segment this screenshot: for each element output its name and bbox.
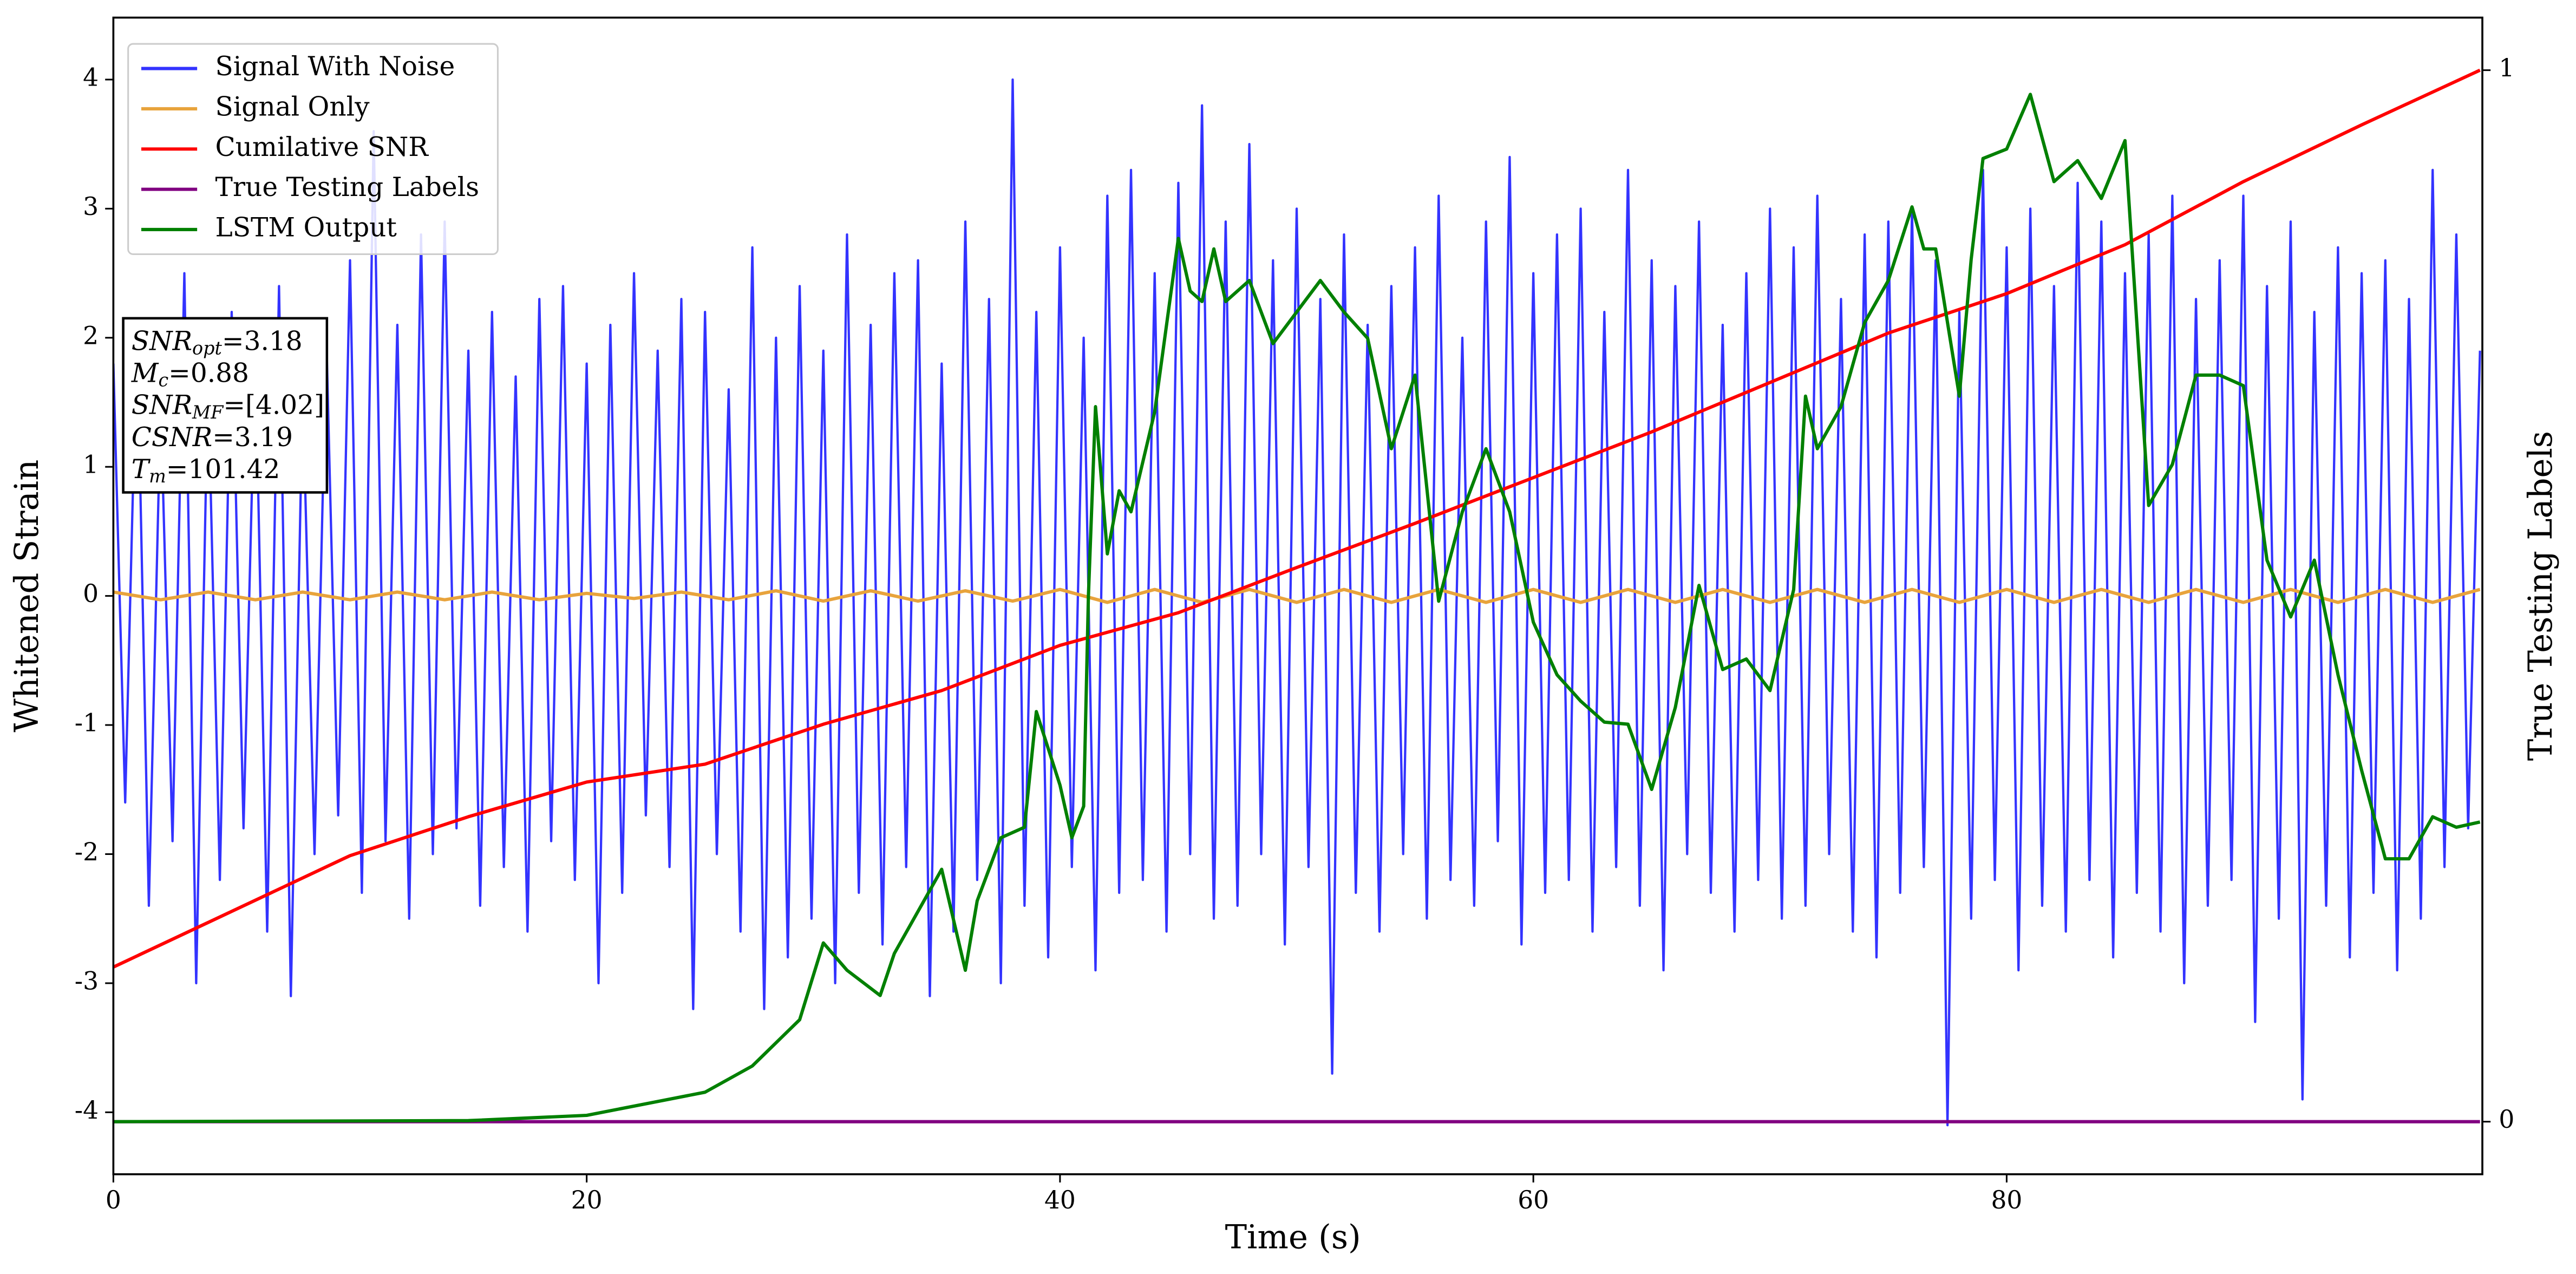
y-tick-label: -4 xyxy=(75,1096,99,1125)
series-line xyxy=(113,78,2481,1127)
x-tick-label: 80 xyxy=(1991,1186,2022,1214)
annotation-line: SNRopt=3.18 xyxy=(132,326,303,359)
x-tick-label: 60 xyxy=(1518,1186,1549,1214)
x-tick-label: 40 xyxy=(1044,1186,1076,1214)
y-axis-label: Whitened Strain xyxy=(8,460,46,733)
series-line xyxy=(113,587,2481,604)
legend-label: Signal With Noise xyxy=(215,51,455,82)
annotation-sub: MF xyxy=(192,402,224,423)
legend-box xyxy=(127,43,499,255)
y-tick-label: -3 xyxy=(75,966,99,995)
annotation-sub: m xyxy=(149,466,166,487)
annotation-rest: =0.88 xyxy=(168,358,249,388)
annotation-box xyxy=(122,317,329,494)
annotation-name: SNR xyxy=(132,326,192,356)
x-tick-label: 0 xyxy=(106,1186,121,1214)
series-line xyxy=(113,93,2481,1123)
y-tick-label: 3 xyxy=(83,192,99,221)
annotation-name: CSNR xyxy=(132,422,212,452)
x-axis-label: Time (s) xyxy=(1225,1219,1361,1257)
legend-label: LSTM Output xyxy=(215,212,397,243)
annotation-sub: opt xyxy=(192,337,222,358)
y-tick-label: 1 xyxy=(83,450,99,479)
y-tick-label: -1 xyxy=(75,709,99,737)
annotation-line: SNRMF=[4.02] xyxy=(132,390,324,423)
annotation-line: Tm=101.42 xyxy=(132,454,280,487)
y2-axis-label: True Testing Labels xyxy=(2522,431,2560,761)
annotation-name: M xyxy=(131,358,159,388)
legend-label: Cumilative SNR xyxy=(215,132,429,162)
series-line xyxy=(113,68,2481,969)
y2-tick-label: 1 xyxy=(2499,54,2514,82)
y-tick-label: 2 xyxy=(83,321,99,350)
x-tick-label: 20 xyxy=(571,1186,603,1214)
annotation-rest: =3.18 xyxy=(222,326,303,356)
legend-label: Signal Only xyxy=(215,92,370,122)
annotation-name: SNR xyxy=(132,390,192,420)
legend-label: True Testing Labels xyxy=(215,172,480,202)
y-tick-label: 0 xyxy=(83,579,99,608)
y-tick-label: 4 xyxy=(83,63,99,92)
plot-area xyxy=(113,68,2481,1127)
annotation-rest: =3.19 xyxy=(212,422,293,452)
plot-frame xyxy=(112,16,2483,1175)
annotation-sub: c xyxy=(158,370,168,391)
y2-tick-label: 0 xyxy=(2499,1105,2514,1134)
annotation-line: Mc=0.88 xyxy=(131,358,249,391)
y-tick-label: -2 xyxy=(75,838,99,866)
annotation-name: T xyxy=(132,454,151,485)
annotation-rest: =[4.02] xyxy=(223,390,324,420)
annotation-line: CSNR=3.19 xyxy=(132,422,293,452)
annotation-rest: =101.42 xyxy=(166,454,280,485)
